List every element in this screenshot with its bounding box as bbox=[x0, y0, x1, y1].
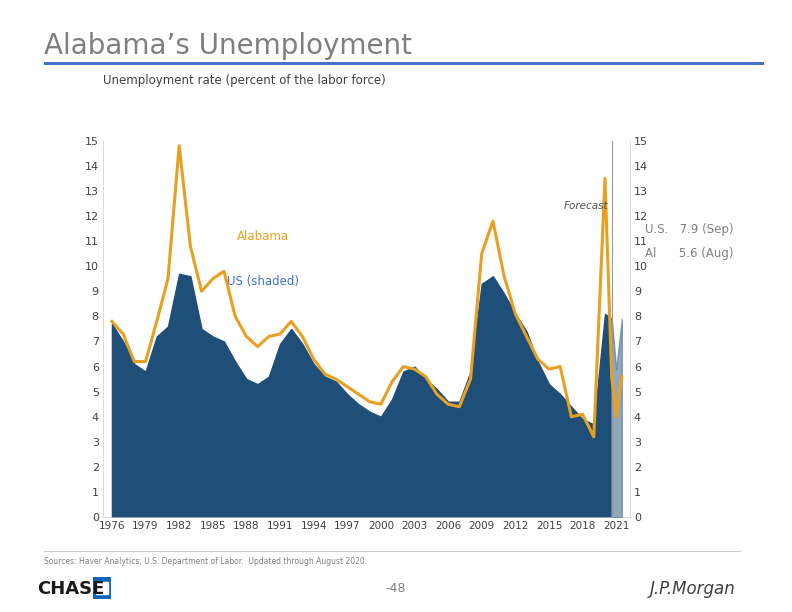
Text: US (shaded): US (shaded) bbox=[227, 275, 299, 288]
Text: Alabama: Alabama bbox=[237, 230, 289, 242]
Text: U.S.   7.9 (Sep): U.S. 7.9 (Sep) bbox=[645, 223, 734, 236]
Text: -48: -48 bbox=[386, 582, 406, 595]
Text: Al      5.6 (Aug): Al 5.6 (Aug) bbox=[645, 247, 734, 261]
Text: CHASE: CHASE bbox=[37, 580, 105, 598]
Text: Alabama’s Unemployment: Alabama’s Unemployment bbox=[44, 32, 412, 60]
Text: Sources: Haver Analytics; U.S. Department of Labor.  Updated through August 2020: Sources: Haver Analytics; U.S. Departmen… bbox=[44, 558, 367, 566]
Text: J.P.Morgan: J.P.Morgan bbox=[650, 580, 736, 598]
Text: Forecast: Forecast bbox=[564, 201, 608, 211]
Text: Unemployment rate (percent of the labor force): Unemployment rate (percent of the labor … bbox=[103, 73, 386, 87]
